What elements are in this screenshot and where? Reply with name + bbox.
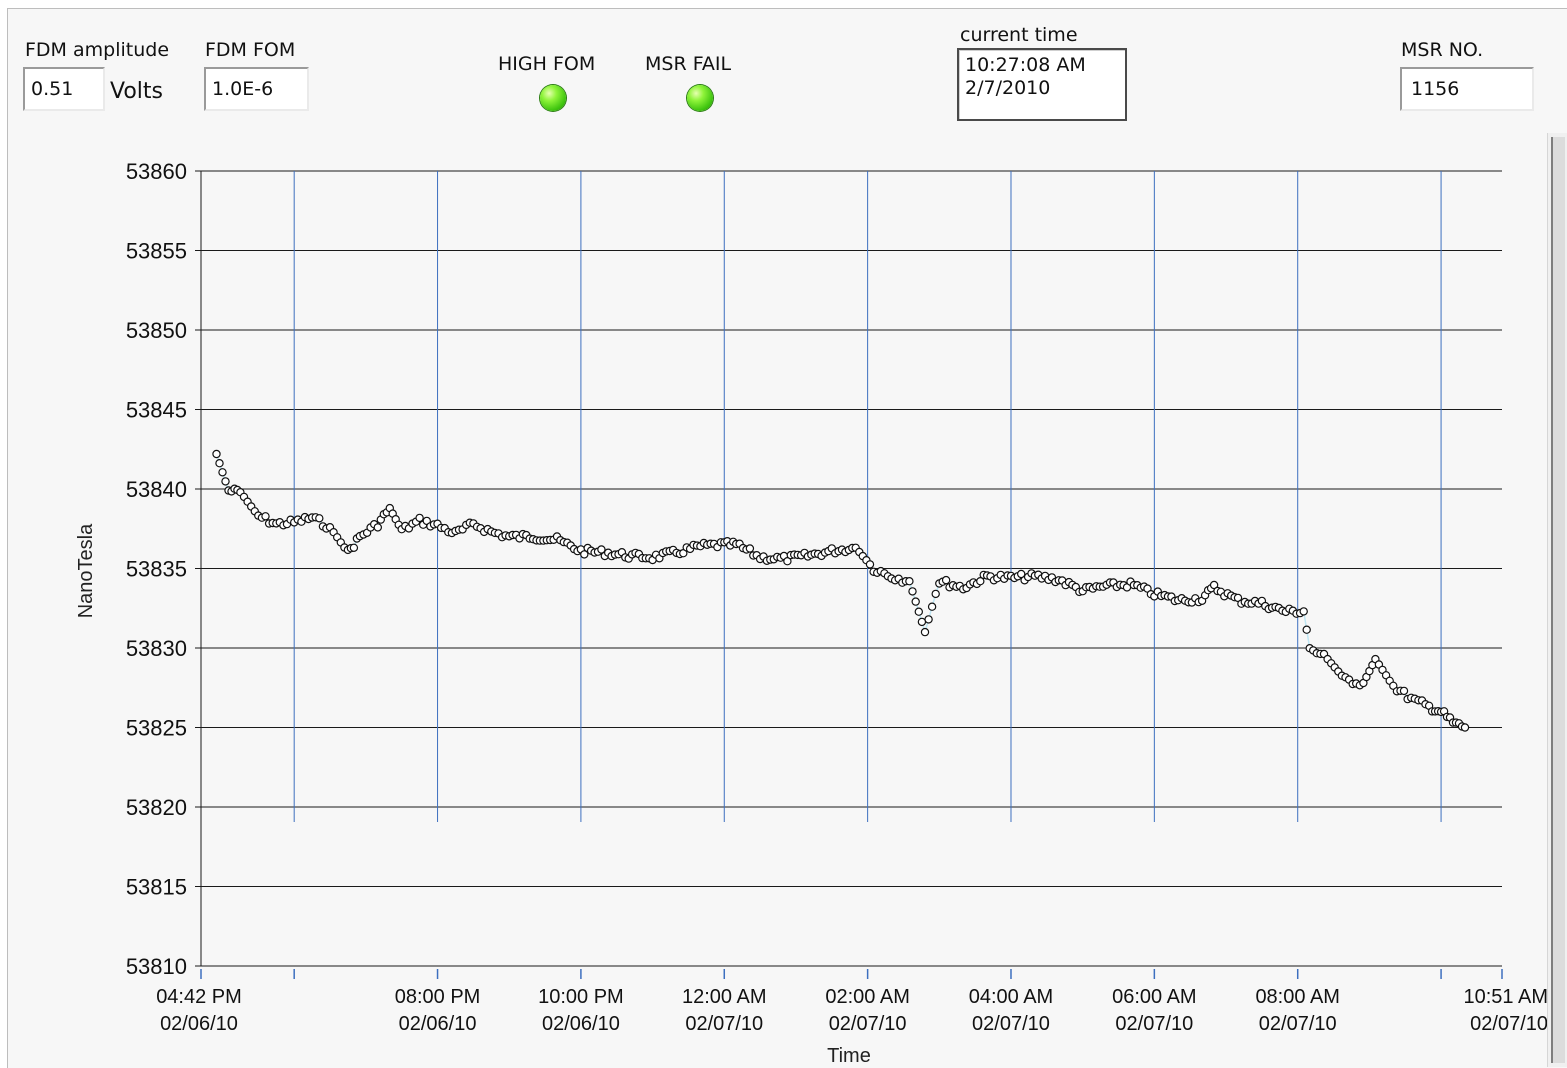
y-tick-label: 53835 <box>126 557 187 582</box>
y-tick-label: 53820 <box>126 795 187 820</box>
y-tick-label: 53860 <box>126 159 187 184</box>
y-tick-label: 53840 <box>126 477 187 502</box>
data-point <box>920 627 930 637</box>
data-point <box>580 550 589 559</box>
y-tick-label: 53825 <box>126 716 187 741</box>
x-tick-label-date: 02/06/10 <box>160 1013 238 1035</box>
data-point <box>373 523 382 532</box>
x-axis-label: Time <box>827 1045 871 1067</box>
y-tick-label: 53845 <box>126 398 187 423</box>
x-tick-label-time: 06:00 AM <box>1112 986 1197 1008</box>
scrollbar-thumb[interactable] <box>1551 137 1565 1063</box>
x-tick-label-date: 02/07/10 <box>1470 1013 1547 1035</box>
high-fom-label: HIGH FOM <box>498 53 596 75</box>
data-point <box>976 577 985 586</box>
data-point <box>218 468 227 477</box>
x-tick-label-time: 08:00 PM <box>395 986 481 1008</box>
data-point <box>1302 625 1311 634</box>
data-point <box>924 615 933 624</box>
data-point <box>783 557 792 566</box>
data-point <box>212 449 221 459</box>
data-point <box>911 597 920 606</box>
y-tick-label: 53830 <box>126 636 187 661</box>
x-tick-label-time: 02:00 AM <box>825 986 910 1008</box>
data-point <box>941 575 951 585</box>
data-point <box>597 545 606 554</box>
x-tick-label-date: 02/07/10 <box>1115 1013 1193 1035</box>
data-point <box>221 477 230 486</box>
fdm-amplitude-value: 0.51 <box>31 78 74 100</box>
fdm-fom-value: 1.0E-6 <box>212 78 274 100</box>
data-point <box>215 459 224 468</box>
y-tick-label: 53850 <box>126 318 187 343</box>
data-point <box>927 602 937 611</box>
x-tick-label-time: 10:00 PM <box>538 986 624 1008</box>
data-point <box>914 607 924 616</box>
x-tick-label-time: 10:51 AM <box>1463 986 1547 1008</box>
data-point <box>905 577 914 586</box>
x-tick-label-date: 02/07/10 <box>972 1013 1050 1035</box>
data-point <box>931 589 940 599</box>
high-fom-led <box>540 85 566 111</box>
data-point <box>1460 723 1470 732</box>
data-point <box>865 560 875 569</box>
fdm-fom-label: FDM FOM <box>205 39 296 61</box>
msr-no-label: MSR NO. <box>1401 39 1484 61</box>
x-tick-label-time: 04:00 AM <box>969 986 1054 1008</box>
y-tick-label: 53855 <box>126 239 187 264</box>
x-tick-label-time: 12:00 AM <box>682 986 767 1008</box>
current-time-date: 2/7/2010 <box>965 77 1051 99</box>
data-point <box>1017 569 1026 579</box>
y-tick-label: 53815 <box>126 875 187 900</box>
x-tick-label-date: 02/06/10 <box>399 1013 477 1035</box>
data-point <box>908 587 917 596</box>
x-tick-label-time: 08:00 AM <box>1255 986 1340 1008</box>
fdm-amplitude-label: FDM amplitude <box>25 39 170 61</box>
x-tick-label-time: 04:42 PM <box>156 986 242 1008</box>
current-time-label: current time <box>960 24 1078 46</box>
data-point <box>745 544 755 553</box>
current-time-time: 10:27:08 AM <box>965 54 1086 76</box>
x-tick-label-date: 02/06/10 <box>542 1013 620 1035</box>
data-point <box>1299 607 1308 616</box>
data-point <box>315 514 324 523</box>
current-time-indicator: 10:27:08 AM 2/7/2010 <box>957 48 1127 121</box>
msr-fail-led <box>687 85 713 111</box>
y-axis-label: NanoTesla <box>75 523 97 618</box>
x-tick-label-date: 02/07/10 <box>1259 1013 1337 1035</box>
data-point <box>415 513 424 523</box>
msr-no-indicator: 1156 <box>1400 67 1534 111</box>
msr-no-value: 1156 <box>1411 78 1460 100</box>
msr-fail-label: MSR FAIL <box>645 53 732 75</box>
x-tick-label-date: 02/07/10 <box>685 1013 763 1035</box>
data-point <box>261 512 270 521</box>
y-tick-label: 53810 <box>126 954 187 979</box>
data-point <box>349 543 359 553</box>
data-point <box>1399 686 1409 696</box>
fdm-fom-indicator: 1.0E-6 <box>204 67 309 111</box>
fdm-amplitude-indicator: 0.51 <box>23 67 105 111</box>
vertical-scrollbar[interactable] <box>1547 133 1567 1067</box>
x-tick-label-date: 02/07/10 <box>829 1013 907 1035</box>
fdm-amplitude-unit: Volts <box>110 79 164 104</box>
